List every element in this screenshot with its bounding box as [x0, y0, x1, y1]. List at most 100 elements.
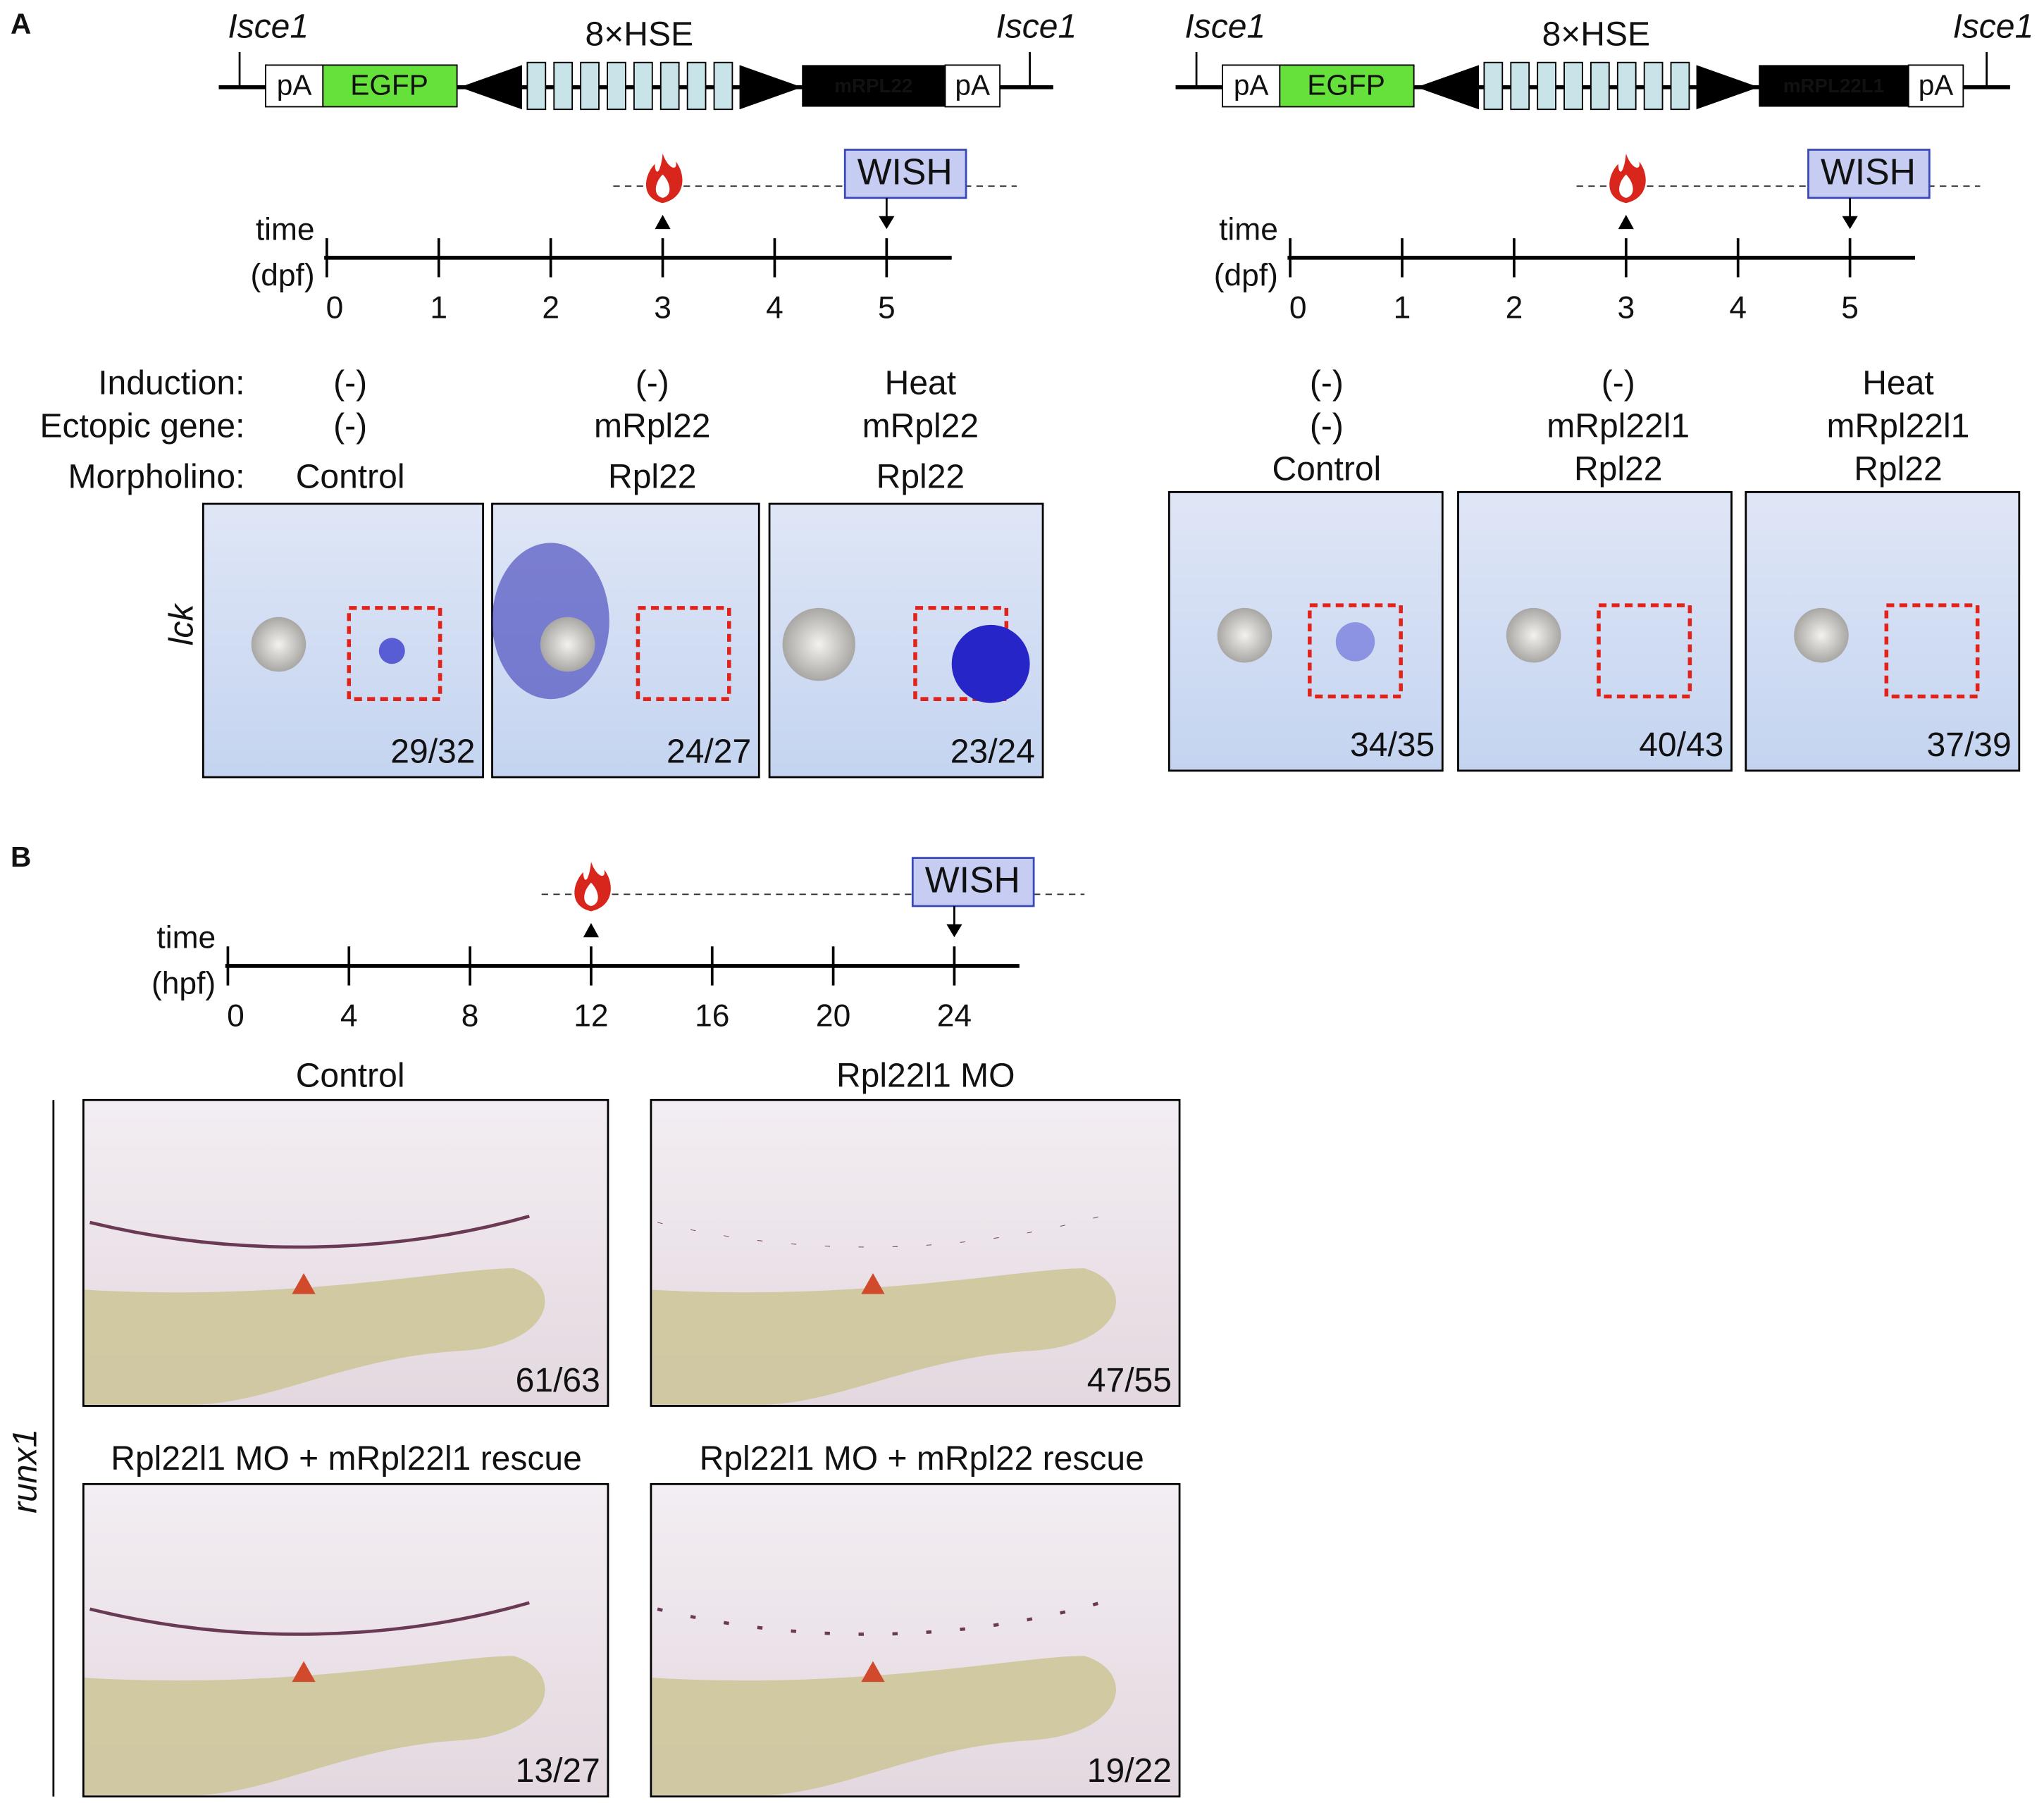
axis-label: time: [1219, 213, 1278, 247]
gene-box: [802, 65, 946, 107]
hse-element: [526, 61, 547, 111]
region-box: [347, 606, 442, 701]
condition-label: (-): [333, 365, 367, 402]
assay-arrow-head: [879, 216, 895, 230]
eye: [1217, 607, 1272, 663]
reporter-label: EGFP: [1307, 69, 1385, 101]
row-label: Ectopic gene:: [39, 408, 244, 445]
time-tick-label: 3: [654, 290, 671, 325]
panel-label: B: [11, 841, 31, 873]
condition-label: mRpl22l1: [1547, 408, 1690, 445]
assay-arrow-head: [1842, 216, 1858, 230]
hse-element: [633, 61, 653, 111]
lck-image: [202, 502, 484, 779]
region-box: [1308, 603, 1403, 699]
gene-box: [1759, 65, 1909, 107]
yolk: [85, 1268, 545, 1405]
hse-element: [1483, 61, 1504, 111]
image-title: Rpl22l1 MO: [836, 1058, 1015, 1095]
promoter-label: 8×HSE: [586, 16, 693, 53]
condition-label: Rpl22: [877, 459, 965, 496]
pa-box: [1907, 64, 1964, 108]
assay-box: [911, 857, 1035, 907]
heat-marker: [655, 214, 671, 230]
condition-label: mRpl22: [862, 408, 979, 445]
hse-element: [1510, 61, 1530, 111]
pa-label: pA: [277, 69, 313, 101]
hse-element: [1670, 61, 1690, 111]
yolk: [652, 1656, 1116, 1795]
axis-label: time: [156, 921, 216, 955]
time-tick-label: 1: [430, 290, 447, 325]
count-label: 61/63: [516, 1362, 600, 1399]
time-tick-label: 8: [462, 999, 479, 1034]
axis-label: (dpf): [250, 258, 314, 292]
stain: [378, 638, 405, 664]
hse-element: [686, 61, 707, 111]
stain: [1335, 622, 1375, 662]
lck-image: [1745, 491, 2021, 772]
hse-element: [1643, 61, 1664, 111]
condition-label: (-): [333, 408, 367, 445]
assay-label: WISH: [857, 151, 953, 192]
restriction-site: Isce1: [996, 8, 1077, 45]
time-tick-label: 2: [1506, 290, 1523, 325]
count-label: 34/35: [1350, 726, 1435, 764]
eye: [540, 617, 595, 672]
gene-label: mRPL22: [834, 75, 912, 97]
heat-icon-core: [1619, 174, 1633, 198]
condition-label: (-): [1310, 365, 1344, 402]
heat-icon-core: [655, 174, 670, 198]
time-tick-label: 12: [574, 999, 608, 1034]
condition-label: Rpl22: [608, 459, 696, 496]
restriction-site: Isce1: [228, 8, 309, 45]
stain: [492, 543, 609, 700]
condition-label: (-): [636, 365, 669, 402]
condition-label: mRpl22: [594, 408, 710, 445]
restriction-site: Isce1: [1184, 8, 1265, 45]
condition-label: (-): [1602, 365, 1635, 402]
heat-marker: [583, 922, 600, 938]
condition-label: (-): [1310, 408, 1344, 445]
count-label: 23/24: [950, 733, 1035, 770]
assay-label: WISH: [1821, 151, 1916, 192]
pa-label: pA: [1234, 69, 1270, 101]
vessel: [89, 1215, 530, 1249]
count-label: 37/39: [1927, 726, 2012, 764]
condition-label: Rpl22: [1574, 451, 1662, 488]
probe-label: runx1: [7, 1429, 44, 1513]
hse-element: [1616, 61, 1637, 111]
panel-label: A: [11, 8, 31, 40]
time-tick-label: 20: [816, 999, 850, 1034]
time-tick-label: 0: [1289, 290, 1307, 325]
probe-label: lck: [163, 602, 200, 646]
time-tick-label: 4: [1729, 290, 1747, 325]
assay-arrow-head: [946, 924, 962, 938]
condition-label: Heat: [885, 365, 956, 402]
pa-label: pA: [955, 69, 991, 101]
image-title: Control: [296, 1058, 405, 1095]
count-label: 29/32: [390, 733, 475, 770]
count-label: 19/22: [1087, 1752, 1172, 1790]
yolk: [85, 1656, 545, 1795]
arrowhead-marker: [861, 1273, 885, 1294]
hse-element: [659, 61, 680, 111]
reporter-box: [322, 64, 458, 108]
eye: [1506, 607, 1561, 663]
promoter-arrow: [739, 65, 803, 110]
row-label: Induction:: [98, 365, 244, 402]
time-tick-label: 4: [340, 999, 358, 1034]
time-tick-label: 5: [878, 290, 896, 325]
time-tick-label: 5: [1841, 290, 1859, 325]
pa-box: [1222, 64, 1281, 108]
region-box: [636, 606, 731, 701]
reporter-label: EGFP: [350, 69, 428, 101]
arrowhead-marker: [292, 1661, 316, 1683]
eye: [251, 617, 306, 672]
time-tick-label: 0: [326, 290, 344, 325]
promoter-arrow: [1416, 65, 1480, 110]
condition-label: Control: [296, 459, 405, 496]
assay-box: [843, 149, 967, 199]
image-title: Rpl22l1 MO + mRpl22l1 rescue: [111, 1440, 582, 1477]
